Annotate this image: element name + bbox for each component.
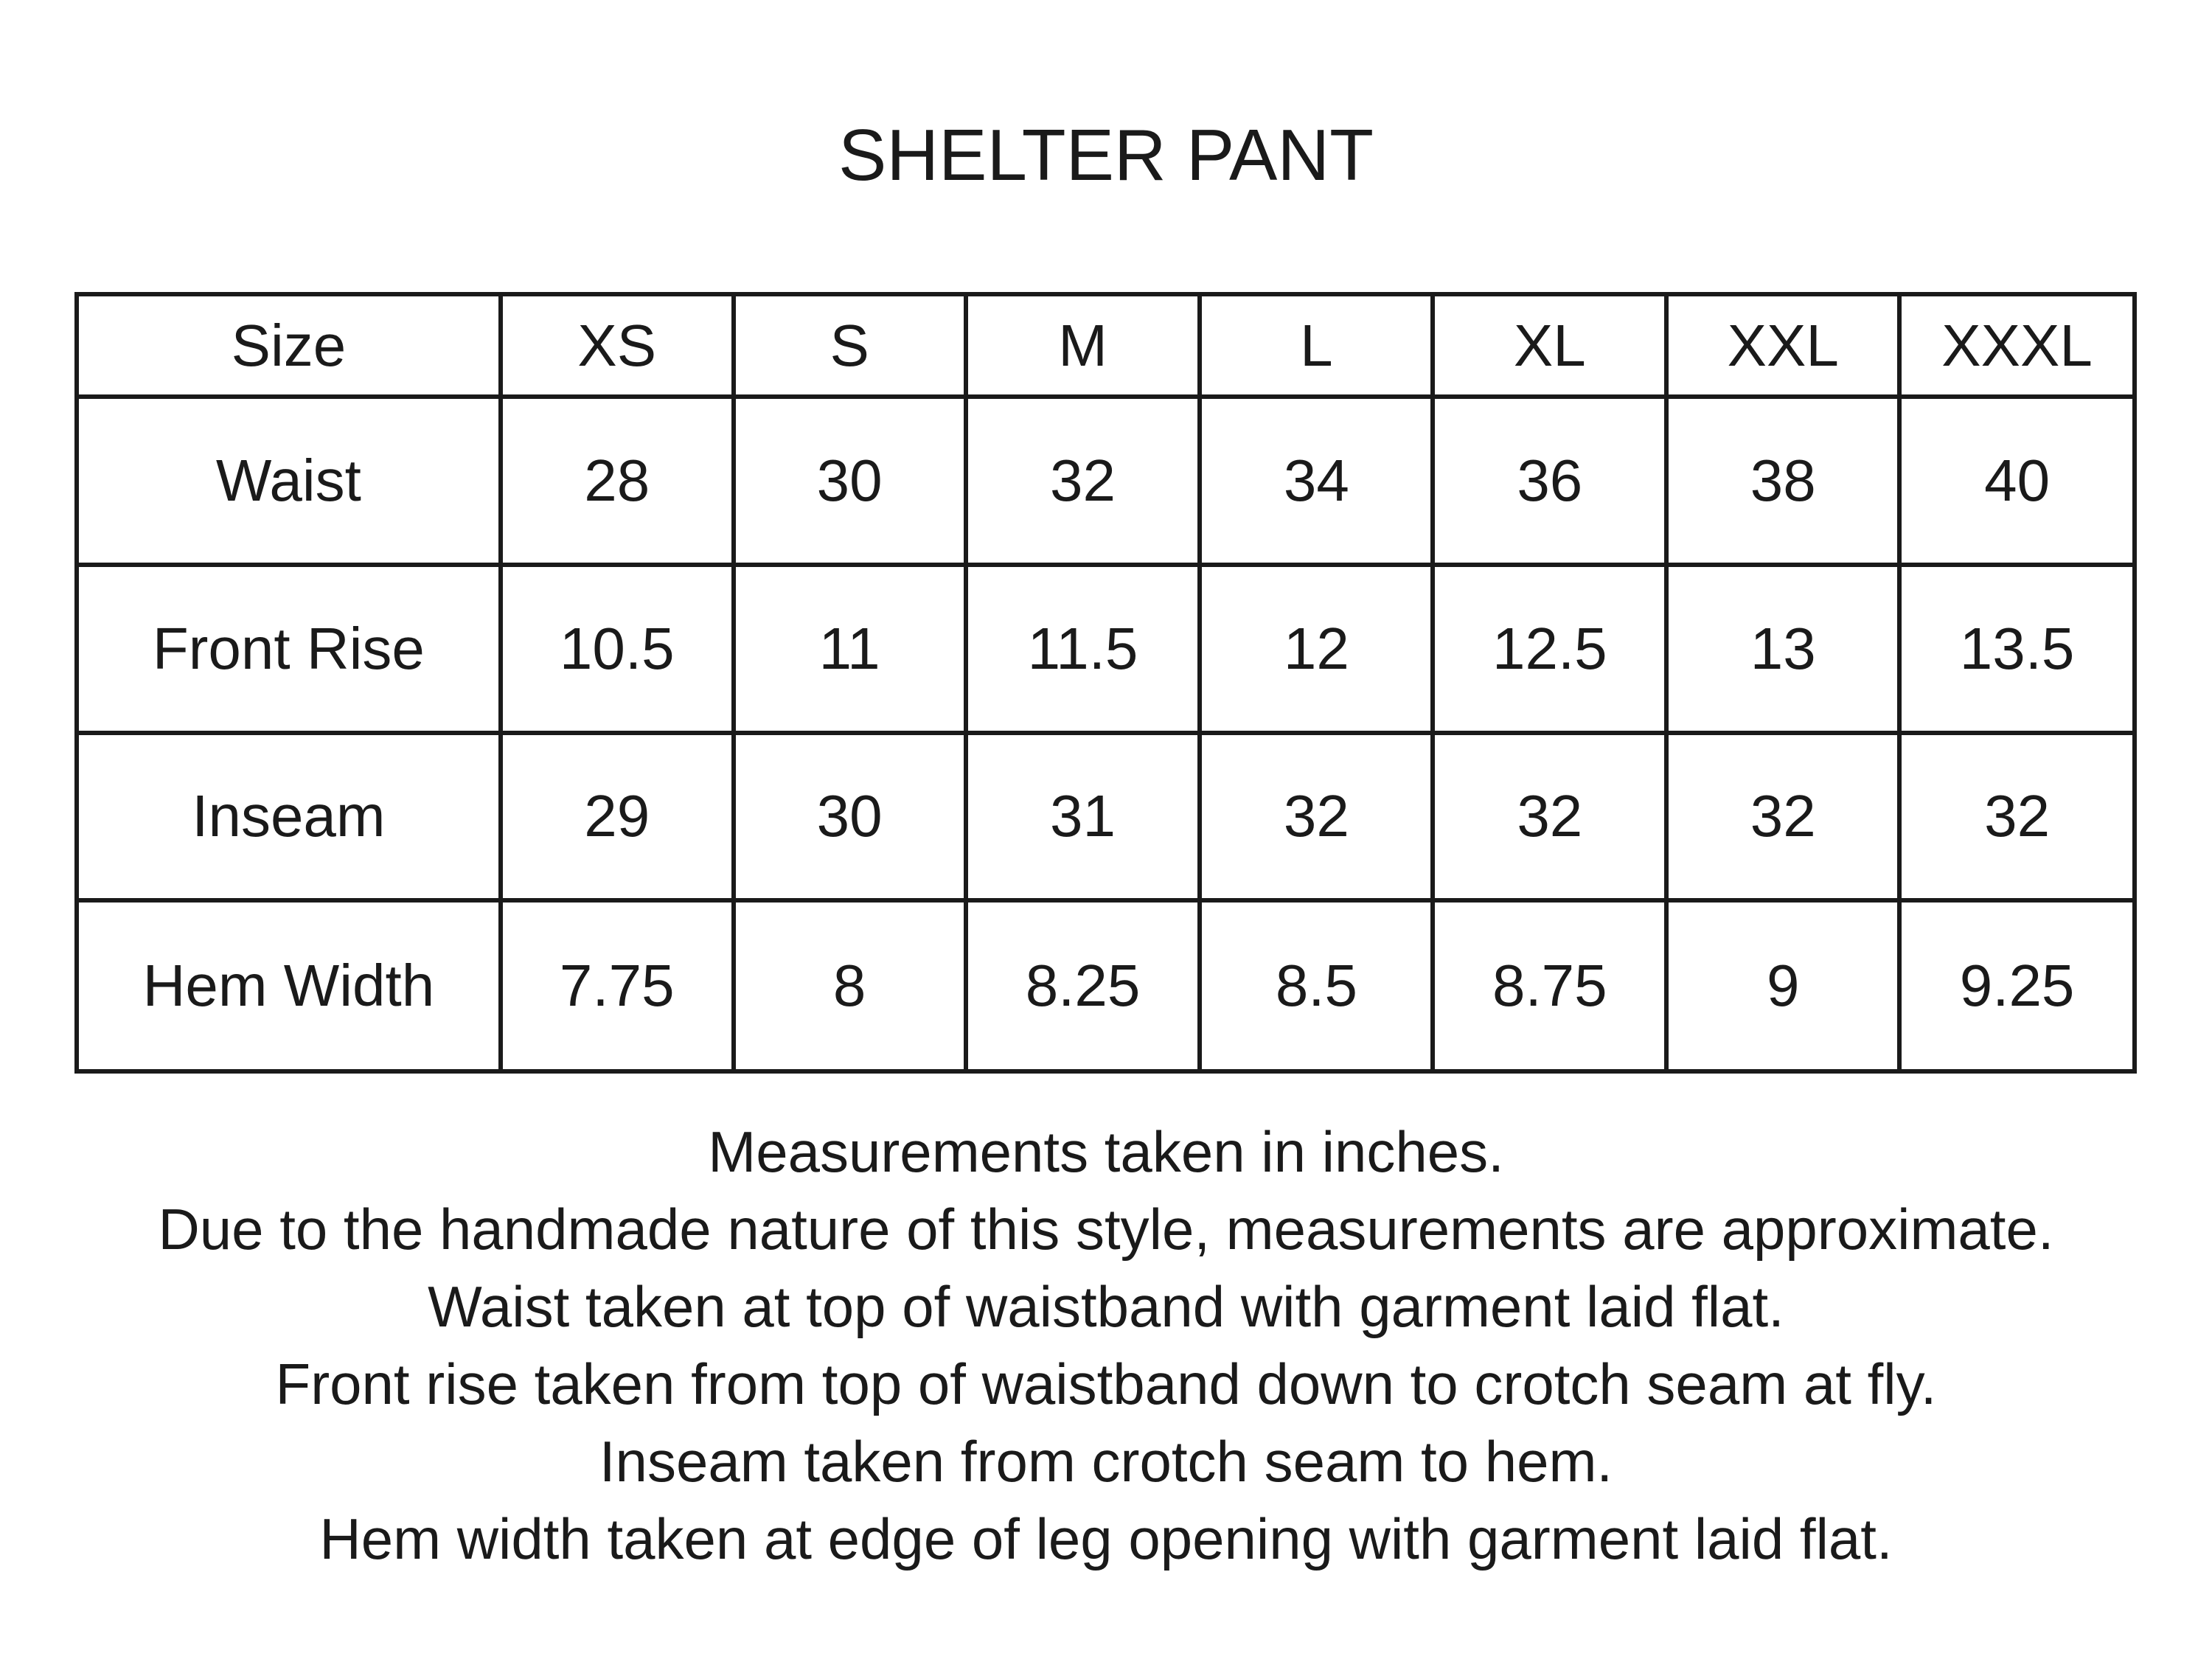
table-cell: 32 [1435,734,1665,898]
page-title: SHELTER PANT [838,114,1374,195]
table-cell: 29 [502,734,731,898]
table-cell: 40 [1902,399,2132,563]
table-cell: 12 [1202,566,1431,731]
header-size: XXXL [1902,296,2132,395]
header-size: S [735,296,964,395]
row-label: Waist [79,399,498,563]
header-label: Size [79,296,498,395]
table-cell: 11 [735,566,964,731]
row-label: Front Rise [79,566,498,731]
measurement-notes: Measurements taken in inches. Due to the … [0,1113,2212,1578]
header-size: XS [502,296,731,395]
table-cell: 38 [1669,399,1898,563]
row-label: Inseam [79,734,498,898]
table-cell: 31 [967,734,1198,898]
table-cell: 7.75 [502,902,731,1069]
size-chart-table: Size XS S M L XL XXL XXXL Waist 28 30 32 34 36 38 40 Fro… [74,292,2137,1074]
table-cell: 28 [502,399,731,563]
table-cell: 11.5 [967,566,1198,731]
table-cell: 36 [1435,399,1665,563]
note-line: Hem width taken at edge of leg opening w… [319,1506,1893,1571]
table-cell: 13 [1669,566,1898,731]
header-size: XXL [1669,296,1898,395]
table-cell: 8 [735,902,964,1069]
table-cell: 9 [1669,902,1898,1069]
header-size: L [1202,296,1431,395]
table-cell: 32 [967,399,1198,563]
table-cell: 8.25 [967,902,1198,1069]
header-size: XL [1435,296,1665,395]
header-size: M [967,296,1198,395]
table-cell: 10.5 [502,566,731,731]
note-line: Measurements taken in inches. [708,1119,1504,1184]
note-line: Waist taken at top of waistband with gar… [428,1274,1784,1339]
table-cell: 32 [1202,734,1431,898]
table-cell: 8.75 [1435,902,1665,1069]
table-cell: 30 [735,734,964,898]
table-cell: 32 [1902,734,2132,898]
row-label: Hem Width [79,902,498,1069]
table-cell: 8.5 [1202,902,1431,1069]
note-line: Due to the handmade nature of this style… [158,1197,2054,1262]
table-cell: 9.25 [1902,902,2132,1069]
table-cell: 30 [735,399,964,563]
table-cell: 12.5 [1435,566,1665,731]
table-cell: 32 [1669,734,1898,898]
table-cell: 34 [1202,399,1431,563]
note-line: Front rise taken from top of waistband d… [275,1352,1937,1416]
note-line: Inseam taken from crotch seam to hem. [599,1429,1613,1494]
table-cell: 13.5 [1902,566,2132,731]
